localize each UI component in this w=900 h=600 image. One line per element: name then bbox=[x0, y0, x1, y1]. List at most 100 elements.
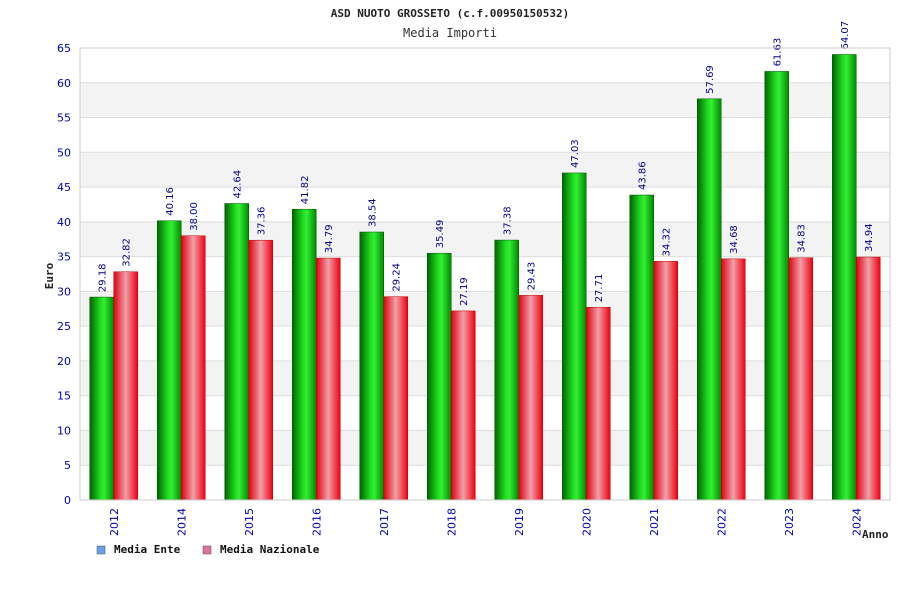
x-tick-label: 2015 bbox=[243, 508, 256, 536]
data-label: 41.82 bbox=[300, 176, 311, 205]
bar-media-nazionale-2016 bbox=[316, 257, 341, 501]
bar-media-ente-2018 bbox=[427, 252, 452, 501]
grid-band bbox=[80, 430, 890, 466]
bar-media-ente-2017 bbox=[359, 231, 384, 501]
x-axis-label: Anno bbox=[862, 528, 889, 541]
x-tick-label: 2012 bbox=[108, 508, 121, 536]
bar-media-nazionale-2020 bbox=[586, 307, 611, 501]
grid-band bbox=[80, 82, 890, 118]
bar-media-nazionale-2023 bbox=[788, 257, 813, 501]
bar-media-nazionale-2017 bbox=[383, 296, 408, 501]
x-tick-label: 2021 bbox=[648, 508, 661, 536]
grid-band bbox=[80, 326, 890, 361]
y-tick-label: 45 bbox=[57, 181, 71, 194]
bar-media-nazionale-2018 bbox=[451, 310, 476, 501]
legend: Media Ente Media Nazionale bbox=[96, 543, 320, 556]
data-label: 47.03 bbox=[570, 139, 581, 168]
grid bbox=[80, 47, 890, 501]
y-tick-label: 5 bbox=[64, 459, 71, 472]
bar-media-ente-2023 bbox=[764, 71, 789, 501]
chart-title: ASD NUOTO GROSSETO (c.f.00950150532) bbox=[331, 7, 569, 20]
bars bbox=[89, 54, 881, 501]
data-label: 38.00 bbox=[189, 202, 200, 231]
x-tick-label: 2019 bbox=[513, 508, 526, 536]
grid-band bbox=[80, 465, 890, 500]
x-tick-label: 2023 bbox=[783, 508, 796, 536]
data-label: 32.82 bbox=[122, 238, 133, 267]
bar-media-ente-2019 bbox=[494, 239, 519, 501]
y-tick-label: 50 bbox=[57, 146, 71, 159]
y-axis-ticks: 0 5 10 15 20 25 30 35 40 45 50 55 60 65 bbox=[57, 42, 71, 507]
bar-media-ente-2015 bbox=[224, 203, 249, 501]
grid-band bbox=[80, 221, 890, 257]
data-label: 29.24 bbox=[392, 263, 403, 292]
data-label: 40.16 bbox=[165, 187, 176, 216]
y-tick-label: 60 bbox=[57, 77, 71, 90]
bar-media-nazionale-2014 bbox=[181, 235, 206, 501]
data-label: 37.38 bbox=[503, 206, 514, 235]
bar-media-ente-2012 bbox=[89, 296, 114, 501]
grid-band bbox=[80, 117, 890, 153]
grid-band bbox=[80, 48, 890, 83]
data-label: 64.07 bbox=[840, 21, 851, 50]
plot-frame bbox=[79, 47, 891, 501]
bar-media-ente-2016 bbox=[292, 208, 317, 501]
data-label: 42.64 bbox=[233, 170, 244, 199]
y-tick-label: 30 bbox=[57, 285, 71, 298]
legend-swatch-media-nazionale bbox=[202, 545, 212, 555]
grid-band bbox=[80, 395, 890, 431]
data-label: 43.86 bbox=[638, 161, 649, 190]
grid-band bbox=[80, 152, 890, 188]
data-label: 37.36 bbox=[257, 207, 268, 236]
y-axis-label: Euro bbox=[43, 262, 56, 289]
data-label: 34.68 bbox=[729, 225, 740, 254]
x-tick-label: 2016 bbox=[310, 508, 323, 536]
data-label: 57.69 bbox=[705, 65, 716, 94]
bar-media-ente-2014 bbox=[157, 220, 182, 501]
data-label: 27.19 bbox=[459, 277, 470, 306]
legend-swatch-media-ente bbox=[96, 545, 106, 555]
x-axis-ticks: 2012 2014 2015 2016 2017 2018 2019 2020 2021 2022… bbox=[108, 508, 864, 536]
bar-media-ente-2021 bbox=[629, 194, 654, 501]
bar-media-ente-2024 bbox=[832, 54, 857, 501]
y-tick-label: 10 bbox=[57, 424, 71, 437]
y-tick-label: 15 bbox=[57, 390, 71, 403]
bar-media-nazionale-2024 bbox=[856, 256, 881, 501]
data-label: 61.63 bbox=[773, 38, 784, 67]
data-label: 38.54 bbox=[368, 198, 379, 227]
data-label: 35.49 bbox=[435, 220, 446, 249]
grid-band bbox=[80, 291, 890, 327]
grid-band bbox=[80, 187, 890, 222]
y-tick-label: 25 bbox=[57, 320, 71, 333]
x-tick-label: 2017 bbox=[378, 508, 391, 536]
bar-media-nazionale-2019 bbox=[518, 295, 543, 501]
bar-media-nazionale-2022 bbox=[721, 258, 746, 501]
x-tick-label: 2014 bbox=[175, 508, 188, 536]
legend-label-media-ente: Media Ente bbox=[114, 543, 181, 556]
x-tick-label: 2022 bbox=[715, 508, 728, 536]
y-tick-label: 35 bbox=[57, 251, 71, 264]
grid-band bbox=[80, 256, 890, 292]
y-tick-label: 40 bbox=[57, 216, 71, 229]
grid-band bbox=[80, 360, 890, 396]
data-labels: 29.18 32.82 40.16 38.00 42.64 37.36 41.82 34.79… bbox=[98, 21, 876, 306]
data-label: 29.43 bbox=[527, 262, 538, 291]
bar-media-nazionale-2012 bbox=[113, 271, 138, 501]
y-tick-label: 55 bbox=[57, 112, 71, 125]
data-label: 34.83 bbox=[797, 224, 808, 253]
y-tick-label: 0 bbox=[64, 494, 71, 507]
bar-media-ente-2022 bbox=[697, 98, 722, 501]
chart-subtitle: Media Importi bbox=[403, 26, 497, 40]
data-label: 29.18 bbox=[98, 263, 109, 292]
data-label: 34.94 bbox=[864, 223, 875, 252]
y-tick-label: 20 bbox=[57, 355, 71, 368]
data-label: 27.71 bbox=[594, 274, 605, 303]
x-tick-label: 2020 bbox=[580, 508, 593, 536]
x-tick-label: 2018 bbox=[445, 508, 458, 536]
y-tick-label: 65 bbox=[57, 42, 71, 55]
bar-media-nazionale-2021 bbox=[653, 261, 678, 501]
bar-media-nazionale-2015 bbox=[248, 239, 273, 501]
data-label: 34.32 bbox=[662, 228, 673, 257]
legend-label-media-nazionale: Media Nazionale bbox=[220, 543, 320, 556]
